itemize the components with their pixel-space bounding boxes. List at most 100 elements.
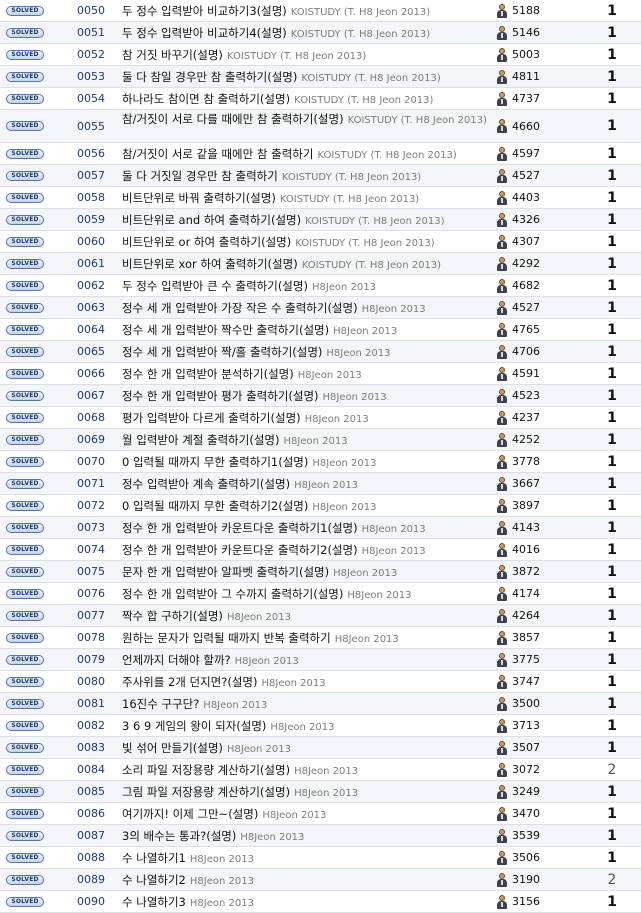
problem-title-link[interactable]: 참/거짓이 서로 같을 때에만 참 출력하기: [122, 146, 314, 161]
user-cell[interactable]: 4737: [496, 88, 586, 109]
table-row[interactable]: SOLVED 0068 평가 입력받아 다르게 출력하기(설명) H8Jeon 2…: [0, 407, 641, 429]
user-number[interactable]: 3500: [512, 697, 540, 710]
user-cell[interactable]: 3539: [496, 825, 586, 846]
problem-id[interactable]: 0090: [77, 895, 105, 908]
table-row[interactable]: SOLVED 0062 두 정수 입력받아 큰 수 출력하기(설명) H8Jeon…: [0, 275, 641, 297]
table-row[interactable]: SOLVED 0085 그림 파일 저장용량 계산하기(설명) H8Jeon 20…: [0, 781, 641, 803]
problem-title-link[interactable]: 정수 한 개 입력받아 평가 출력하기(설명): [122, 388, 319, 403]
problem-id[interactable]: 0060: [77, 235, 105, 248]
problem-title-link[interactable]: 원하는 문자가 입력될 때까지 반복 출력하기: [122, 630, 331, 645]
problem-id[interactable]: 0078: [77, 631, 105, 644]
user-number[interactable]: 4307: [512, 235, 540, 248]
problem-title-cell[interactable]: 정수 세 개 입력받아 가장 작은 수 출력하기(설명) H8Jeon 2013: [122, 297, 494, 318]
problem-id[interactable]: 0077: [77, 609, 105, 622]
problem-title-cell[interactable]: 비트단위로 or 하여 출력하기(설명) KOISTUDY (T. H8 Jeon…: [122, 231, 494, 252]
problem-id[interactable]: 0088: [77, 851, 105, 864]
table-row[interactable]: SOLVED 0050 두 정수 입력받아 비교하기3(설명) KOISTUDY …: [0, 0, 641, 22]
problem-id[interactable]: 0050: [77, 4, 105, 17]
problem-title-cell[interactable]: 3의 배수는 통과?(설명) H8Jeon 2013: [122, 825, 494, 846]
user-number[interactable]: 4292: [512, 257, 540, 270]
user-cell[interactable]: 4765: [496, 319, 586, 340]
table-row[interactable]: SOLVED 0058 비트단위로 바꿔 출력하기(설명) KOISTUDY (T…: [0, 187, 641, 209]
problem-id[interactable]: 0079: [77, 653, 105, 666]
problem-title-cell[interactable]: 비트단위로 바꿔 출력하기(설명) KOISTUDY (T. H8 Jeon 20…: [122, 187, 494, 208]
user-number[interactable]: 4527: [512, 169, 540, 182]
problem-title-link[interactable]: 둘 다 거짓일 경우만 참 출력하기: [122, 168, 278, 183]
user-number[interactable]: 5188: [512, 4, 540, 17]
problem-title-cell[interactable]: 평가 입력받아 다르게 출력하기(설명) H8Jeon 2013: [122, 407, 494, 428]
user-cell[interactable]: 3747: [496, 671, 586, 692]
user-cell[interactable]: 3778: [496, 451, 586, 472]
user-cell[interactable]: 4527: [496, 297, 586, 318]
problem-id[interactable]: 0071: [77, 477, 105, 490]
user-cell[interactable]: 3470: [496, 803, 586, 824]
problem-id[interactable]: 0056: [77, 147, 105, 160]
problem-title-cell[interactable]: 짝수 합 구하기(설명) H8Jeon 2013: [122, 605, 494, 626]
problem-id[interactable]: 0084: [77, 763, 105, 776]
problem-title-cell[interactable]: 수 나열하기1 H8Jeon 2013: [122, 847, 494, 868]
table-row[interactable]: SOLVED 0075 문자 한 개 입력받아 알파벳 출력하기(설명) H8Je…: [0, 561, 641, 583]
user-number[interactable]: 4237: [512, 411, 540, 424]
user-number[interactable]: 3747: [512, 675, 540, 688]
problem-id[interactable]: 0064: [77, 323, 105, 336]
problem-title-cell[interactable]: 두 정수 입력받아 큰 수 출력하기(설명) H8Jeon 2013: [122, 275, 494, 296]
user-number[interactable]: 3667: [512, 477, 540, 490]
user-cell[interactable]: 4523: [496, 385, 586, 406]
user-number[interactable]: 4765: [512, 323, 540, 336]
user-cell[interactable]: 3072: [496, 759, 586, 780]
table-row[interactable]: SOLVED 0065 정수 세 개 입력받아 짝/홀 출력하기(설명) H8Je…: [0, 341, 641, 363]
user-cell[interactable]: 3897: [496, 495, 586, 516]
problem-id[interactable]: 0083: [77, 741, 105, 754]
user-cell[interactable]: 5188: [496, 0, 586, 21]
problem-title-link[interactable]: 정수 세 개 입력받아 짝/홀 출력하기(설명): [122, 344, 323, 359]
table-row[interactable]: SOLVED 0051 두 정수 입력받아 비교하기4(설명) KOISTUDY …: [0, 22, 641, 44]
user-cell[interactable]: 5003: [496, 44, 586, 65]
table-row[interactable]: SOLVED 0078 원하는 문자가 입력될 때까지 반복 출력하기 H8Jeo…: [0, 627, 641, 649]
problem-title-link[interactable]: 0 입력될 때까지 무한 출력하기2(설명): [122, 498, 309, 513]
user-number[interactable]: 4523: [512, 389, 540, 402]
user-cell[interactable]: 4811: [496, 66, 586, 87]
problem-id[interactable]: 0065: [77, 345, 105, 358]
problem-title-link[interactable]: 주사위를 2개 던지면?(설명): [122, 674, 258, 689]
table-row[interactable]: SOLVED 0084 소리 파일 저장용량 계산하기(설명) H8Jeon 20…: [0, 759, 641, 781]
problem-title-link[interactable]: 3 6 9 게임의 왕이 되자(설명): [122, 718, 267, 733]
user-cell[interactable]: 4174: [496, 583, 586, 604]
table-row[interactable]: SOLVED 0079 언제까지 더해야 할까? H8Jeon 2013 3775…: [0, 649, 641, 671]
table-row[interactable]: SOLVED 0074 정수 한 개 입력받아 카운트다운 출력하기2(설명) H…: [0, 539, 641, 561]
problem-id[interactable]: 0085: [77, 785, 105, 798]
problem-title-link[interactable]: 하나라도 참이면 참 출력하기(설명): [122, 91, 291, 106]
table-row[interactable]: SOLVED 0060 비트단위로 or 하여 출력하기(설명) KOISTUDY…: [0, 231, 641, 253]
user-cell[interactable]: 4706: [496, 341, 586, 362]
table-row[interactable]: SOLVED 0057 둘 다 거짓일 경우만 참 출력하기 KOISTUDY (…: [0, 165, 641, 187]
user-number[interactable]: 4403: [512, 191, 540, 204]
problem-title-cell[interactable]: 정수 세 개 입력받아 짝/홀 출력하기(설명) H8Jeon 2013: [122, 341, 494, 362]
problem-title-cell[interactable]: 정수 세 개 입력받아 짝수만 출력하기(설명) H8Jeon 2013: [122, 319, 494, 340]
user-number[interactable]: 3506: [512, 851, 540, 864]
user-number[interactable]: 4682: [512, 279, 540, 292]
problem-title-link[interactable]: 두 정수 입력받아 비교하기4(설명): [122, 25, 287, 40]
problem-title-cell[interactable]: 참/거짓이 서로 다를 때에만 참 출력하기(설명) KOISTUDY (T. H…: [122, 110, 494, 142]
problem-title-cell[interactable]: 0 입력될 때까지 무한 출력하기1(설명) H8Jeon 2013: [122, 451, 494, 472]
problem-title-cell[interactable]: 두 정수 입력받아 비교하기3(설명) KOISTUDY (T. H8 Jeon …: [122, 0, 494, 21]
problem-title-cell[interactable]: 정수 한 개 입력받아 그 수까지 출력하기(설명) H8Jeon 2013: [122, 583, 494, 604]
user-cell[interactable]: 3713: [496, 715, 586, 736]
problem-id[interactable]: 0070: [77, 455, 105, 468]
user-number[interactable]: 3470: [512, 807, 540, 820]
user-cell[interactable]: 3500: [496, 693, 586, 714]
user-cell[interactable]: 3872: [496, 561, 586, 582]
problem-title-cell[interactable]: 하나라도 참이면 참 출력하기(설명) KOISTUDY (T. H8 Jeon …: [122, 88, 494, 109]
user-cell[interactable]: 4252: [496, 429, 586, 450]
user-number[interactable]: 4016: [512, 543, 540, 556]
problem-title-cell[interactable]: 언제까지 더해야 할까? H8Jeon 2013: [122, 649, 494, 670]
table-row[interactable]: SOLVED 0082 3 6 9 게임의 왕이 되자(설명) H8Jeon 20…: [0, 715, 641, 737]
problem-id[interactable]: 0055: [77, 119, 105, 133]
problem-title-link[interactable]: 수 나열하기2: [122, 872, 186, 887]
problem-title-link[interactable]: 정수 한 개 입력받아 카운트다운 출력하기1(설명): [122, 520, 358, 535]
problem-id[interactable]: 0057: [77, 169, 105, 182]
user-cell[interactable]: 4527: [496, 165, 586, 186]
problem-id[interactable]: 0075: [77, 565, 105, 578]
user-number[interactable]: 4597: [512, 147, 540, 160]
problem-title-link[interactable]: 정수 세 개 입력받아 짝수만 출력하기(설명): [122, 322, 330, 337]
user-number[interactable]: 3872: [512, 565, 540, 578]
problem-title-cell[interactable]: 월 입력받아 계절 출력하기(설명) H8Jeon 2013: [122, 429, 494, 450]
